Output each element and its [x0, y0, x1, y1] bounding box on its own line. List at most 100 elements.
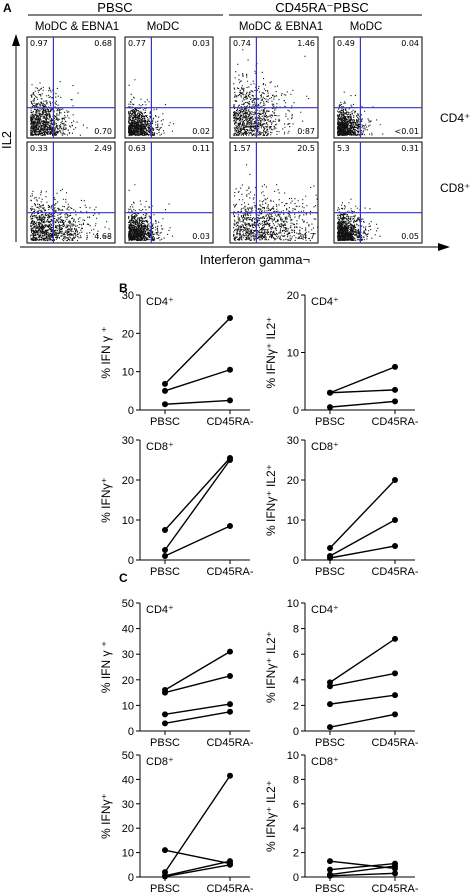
flow-plot-4: 0.33 2.49 4.68	[26, 141, 116, 244]
group-header-cd45ra-pbsc: CD45RA⁻PBSC	[275, 0, 369, 15]
panel-label-B: B	[119, 281, 128, 295]
data-point	[162, 711, 168, 718]
quadrant-ul-value: 0.49	[337, 39, 355, 48]
column-label-2: MoDC & EBNA1	[239, 21, 323, 33]
series-line	[329, 389, 396, 394]
y-tick-label: 2	[293, 848, 299, 860]
data-point	[162, 720, 168, 727]
data-point	[162, 387, 168, 394]
data-point	[392, 711, 398, 718]
column-label-0: MoDC & EBNA1	[35, 21, 119, 33]
y-axis-label: % IFNγ⁺ IL2⁺	[264, 631, 278, 703]
series-line	[164, 864, 231, 878]
data-point	[327, 872, 333, 879]
y-tick-label: 10	[287, 750, 299, 762]
series-line	[329, 638, 396, 683]
flow-plot-frame	[229, 36, 319, 139]
flow-plot-7: 5.3 0.31 0.05	[333, 141, 423, 244]
y-axis-label: % IFNγ⁺ IL2⁺	[264, 316, 278, 388]
y-tick-label: 30	[122, 290, 134, 302]
quadrant-lr-value: 0.02	[192, 127, 210, 136]
panel-label-C: C	[119, 571, 128, 585]
data-point	[162, 380, 168, 387]
series-line	[164, 703, 231, 716]
x-tick-label: PBSC	[150, 883, 180, 895]
quadrant-ul-value: 1.57	[233, 144, 251, 153]
x-tick-label: PBSC	[315, 737, 345, 749]
data-point	[327, 545, 333, 551]
y-tick-label: 0	[293, 405, 299, 417]
quadrant-ur-value: 2.49	[94, 144, 112, 153]
panel-label-A: A	[3, 1, 12, 15]
y-axis-label: % IFNγ⁺ IL2⁺	[264, 780, 278, 852]
quadrant-ul-value: 0.33	[30, 144, 48, 153]
flow-plot-5: 0.63 0.11 0.03	[124, 141, 214, 244]
quadrant-ur-value: 0.03	[192, 39, 210, 48]
y-tick-label: 4	[293, 823, 299, 835]
data-point	[227, 397, 233, 404]
y-tick-label: 6	[293, 799, 299, 811]
y-axis-label: % IFN γ ⁺	[99, 326, 113, 378]
y-tick-label: 10	[122, 515, 134, 527]
y-tick-label: 40	[122, 624, 134, 636]
data-point	[162, 873, 168, 880]
y-tick-label: 30	[122, 435, 134, 447]
subset-label: CD4⁺	[311, 604, 339, 616]
y-tick-label: 20	[122, 823, 134, 835]
y-axis-label: % IFN γ ⁺	[99, 641, 113, 693]
series-line	[329, 519, 396, 557]
flow-dots	[30, 188, 110, 242]
y-tick-label: 0	[128, 872, 134, 884]
series-line	[164, 369, 231, 392]
quadrant-ur-value: 0.31	[401, 144, 419, 153]
y-tick-label: 8	[293, 624, 299, 636]
series-line	[329, 865, 396, 876]
y-tick-label: 20	[122, 475, 134, 487]
data-point	[327, 404, 333, 411]
line-chart-B-1: 0 10 20 PBSC CD45RA- CD4⁺ % IFNγ⁺ IL2⁺	[264, 290, 419, 428]
data-point	[227, 457, 233, 463]
y-axis-label: % IFNγ⁺	[99, 793, 113, 839]
quadrant-ul-value: 0.63	[128, 144, 146, 153]
y-tick-label: 0	[128, 726, 134, 738]
y-tick-label: 0	[293, 726, 299, 738]
flow-plot-6: 1.57 20.5 24.7	[229, 141, 319, 244]
x-tick-label: PBSC	[315, 416, 345, 428]
data-point	[162, 547, 168, 553]
data-point	[227, 315, 233, 321]
flow-plot-0: 0.97 0.68 0.70	[26, 36, 116, 139]
series-line	[164, 457, 231, 531]
y-tick-label: 0	[128, 555, 134, 567]
flow-dots	[128, 184, 173, 242]
y-tick-label: 20	[287, 290, 299, 302]
row-label-cd4: CD4⁺	[440, 111, 470, 125]
flow-plot-3: 0.49 0.04 <0.01	[333, 36, 423, 139]
data-point	[392, 635, 398, 642]
y-axis-label: % IFNγ⁺ IL2⁺	[264, 464, 278, 536]
subset-label: CD4⁺	[146, 296, 174, 308]
line-chart-B-2: 0 10 20 30 PBSC CD45RA- CD8⁺ % IFNγ⁺	[99, 435, 254, 578]
quadrant-lr-value: 24.7	[297, 232, 315, 241]
quadrant-lr-value: 0.05	[401, 232, 419, 241]
column-label-1: MoDC	[147, 21, 180, 33]
series-line	[329, 872, 396, 877]
il2-axis-label: IL2	[0, 131, 14, 149]
flow-plot-1: 0.77 0.03 0.02	[124, 36, 214, 139]
x-tick-label: PBSC	[315, 566, 345, 578]
series-line	[164, 651, 231, 691]
y-axis-label: % IFNγ⁺	[99, 477, 113, 523]
data-point	[327, 858, 333, 865]
data-point	[227, 366, 233, 373]
subset-label: CD4⁺	[146, 604, 174, 616]
line-chart-C-5: 0 2 4 6 8 10 PBSC CD45RA- CD4⁺ % IFNγ⁺ IL2⁺	[264, 598, 419, 749]
y-tick-label: 6	[293, 649, 299, 661]
data-point	[327, 555, 333, 561]
quadrant-ur-value: 0.68	[94, 39, 112, 48]
y-tick-label: 30	[122, 799, 134, 811]
data-point	[162, 527, 168, 533]
line-chart-B-3: 0 10 20 30 PBSC CD45RA- CD8⁺ % IFNγ⁺ IL2⁺	[264, 435, 419, 578]
data-point	[392, 363, 398, 370]
quadrant-ul-value: 0.97	[30, 39, 48, 48]
quadrant-ul-value: 0.77	[128, 39, 146, 48]
